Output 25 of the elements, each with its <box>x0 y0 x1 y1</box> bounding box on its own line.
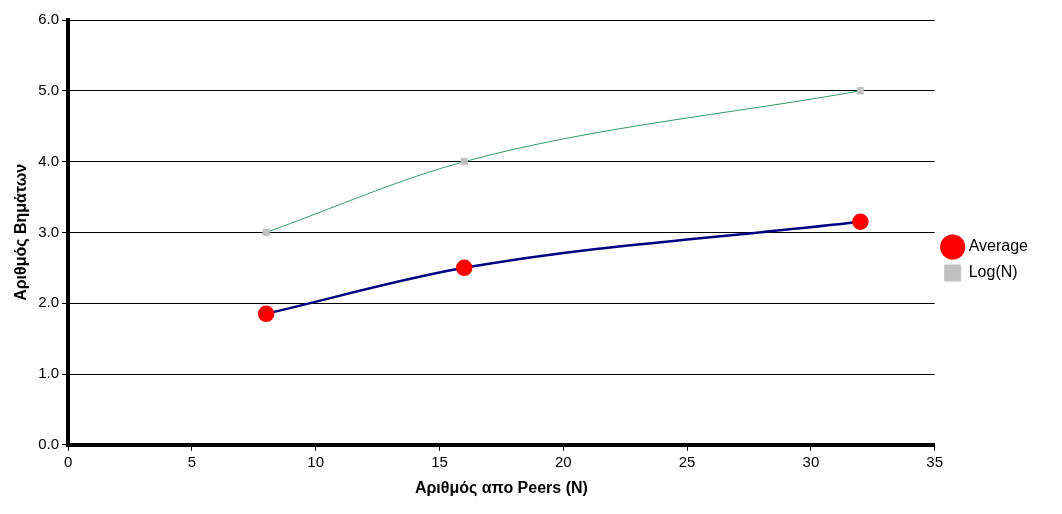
point <box>460 157 468 166</box>
y-tick-label: 1.0 <box>38 364 60 382</box>
legend-label: Log(N) <box>968 263 1018 281</box>
x-tick-label: 20 <box>554 452 572 470</box>
x-tick-label: 5 <box>187 452 197 470</box>
point <box>856 87 865 95</box>
y-tick-label: 0.0 <box>38 434 60 452</box>
y-tick-label: 2.0 <box>38 293 60 311</box>
x-tick-label: 35 <box>926 452 944 470</box>
point <box>262 228 270 237</box>
x-tick-label: 0 <box>63 452 73 470</box>
y-tick-label: 6.0 <box>38 10 60 28</box>
x-tick-label: 30 <box>802 452 820 470</box>
x-tick-label: 15 <box>431 452 448 470</box>
y-axis-title: Αριθμός Βημάτων <box>12 163 31 301</box>
x-tick-label: 10 <box>307 452 325 470</box>
legend-label: Average <box>968 237 1029 255</box>
point <box>257 305 275 323</box>
x-tick-label: 25 <box>678 452 696 470</box>
y-tick-label: 5.0 <box>38 80 60 98</box>
point <box>852 213 869 231</box>
y-tick-label: 4.0 <box>38 151 60 169</box>
point <box>455 259 473 277</box>
x-axis-title: Αριθμός απο Peers (N) <box>414 478 588 497</box>
y-tick-label: 3.0 <box>38 222 60 240</box>
